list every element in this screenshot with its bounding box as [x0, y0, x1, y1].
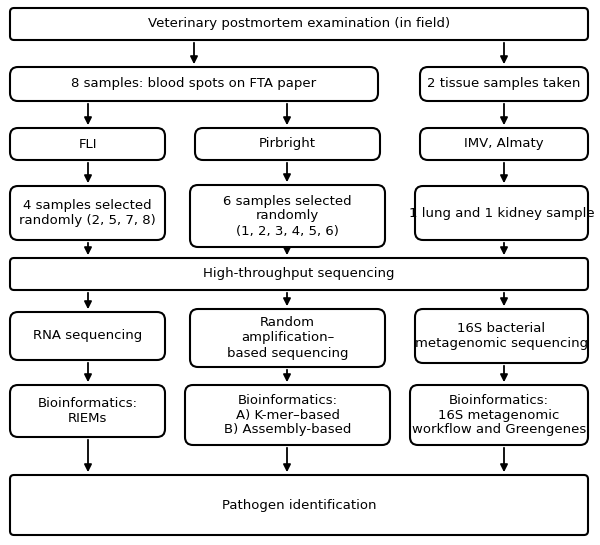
FancyBboxPatch shape [190, 185, 385, 247]
Text: 4 samples selected
randomly (2, 5, 7, 8): 4 samples selected randomly (2, 5, 7, 8) [19, 199, 156, 227]
FancyBboxPatch shape [10, 128, 165, 160]
FancyBboxPatch shape [415, 309, 588, 363]
Text: Veterinary postmortem examination (in field): Veterinary postmortem examination (in fi… [148, 17, 450, 31]
Text: Bioinformatics:
RIEMs: Bioinformatics: RIEMs [37, 397, 137, 425]
FancyBboxPatch shape [10, 67, 378, 101]
Text: Random
amplification–
based sequencing: Random amplification– based sequencing [227, 317, 348, 360]
FancyBboxPatch shape [420, 128, 588, 160]
FancyBboxPatch shape [190, 309, 385, 367]
Text: 16S bacterial
metagenomic sequencing: 16S bacterial metagenomic sequencing [415, 322, 588, 350]
FancyBboxPatch shape [195, 128, 380, 160]
Text: FLI: FLI [78, 137, 97, 150]
FancyBboxPatch shape [415, 186, 588, 240]
Text: Bioinformatics:
A) K-mer–based
B) Assembly-based: Bioinformatics: A) K-mer–based B) Assemb… [224, 393, 351, 437]
FancyBboxPatch shape [10, 258, 588, 290]
Text: RNA sequencing: RNA sequencing [33, 330, 142, 342]
Text: IMV, Almaty: IMV, Almaty [464, 137, 544, 150]
FancyBboxPatch shape [10, 312, 165, 360]
FancyBboxPatch shape [10, 186, 165, 240]
Text: High-throughput sequencing: High-throughput sequencing [203, 268, 395, 281]
FancyBboxPatch shape [10, 385, 165, 437]
Text: 6 samples selected
randomly
(1, 2, 3, 4, 5, 6): 6 samples selected randomly (1, 2, 3, 4,… [223, 195, 352, 238]
Text: Pathogen identification: Pathogen identification [222, 499, 376, 512]
Text: 8 samples: blood spots on FTA paper: 8 samples: blood spots on FTA paper [71, 77, 317, 90]
Text: 1 lung and 1 kidney sample: 1 lung and 1 kidney sample [409, 207, 595, 220]
Text: 2 tissue samples taken: 2 tissue samples taken [427, 77, 581, 90]
FancyBboxPatch shape [420, 67, 588, 101]
Text: Pirbright: Pirbright [259, 137, 316, 150]
FancyBboxPatch shape [410, 385, 588, 445]
FancyBboxPatch shape [10, 8, 588, 40]
Text: Bioinformatics:
16S metagenomic
workflow and Greengenes: Bioinformatics: 16S metagenomic workflow… [412, 393, 586, 437]
FancyBboxPatch shape [185, 385, 390, 445]
FancyBboxPatch shape [10, 475, 588, 535]
